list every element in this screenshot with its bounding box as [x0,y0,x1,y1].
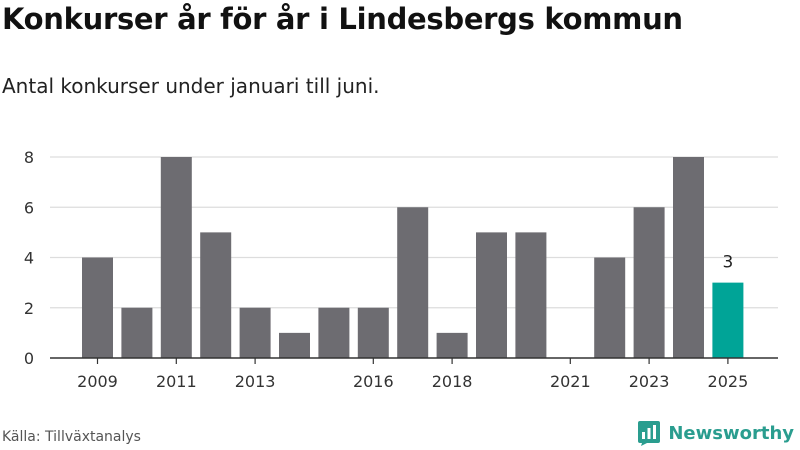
bar [318,307,350,358]
bar [357,307,389,358]
x-tick-label: 2021 [550,372,591,391]
brand-name: Newsworthy [668,422,794,444]
bar [594,257,626,358]
bar [239,307,271,358]
x-tick-label: 2018 [432,372,473,391]
bars: 3 [82,157,744,358]
chart-title: Konkurser år för år i Lindesbergs kommun [2,2,683,36]
y-tick-label: 0 [24,349,34,368]
bar [200,232,232,358]
bar [633,207,665,358]
brand-logo[interactable]: Newsworthy [637,419,794,447]
bar [515,232,547,358]
source-note: Källa: Tillväxtanalys [2,429,141,445]
y-tick-label: 6 [24,198,34,217]
y-tick-label: 2 [24,299,34,318]
bar [436,332,468,358]
x-tick-label: 2016 [353,372,394,391]
x-tick-label: 2013 [235,372,276,391]
bar [82,257,113,358]
x-tick-label: 2011 [156,372,197,391]
bar [279,332,310,358]
x-tick-label: 2023 [629,372,670,391]
bar [397,207,429,358]
bar [160,157,192,358]
bar [673,157,704,358]
newsworthy-logo-icon [638,421,661,446]
bar-chart: 3 0 2 4 6 8 2009 2011 2013 2016 2018 2021 2023 2025 [24,148,778,391]
bar [476,232,507,358]
bar-highlight [712,282,744,358]
axes: 0 2 4 6 8 2009 2011 2013 2016 2018 2021 2023 2025 [24,148,778,391]
x-tick-label: 2025 [708,372,749,391]
y-tick-label: 8 [24,148,34,167]
data-label: 3 [722,253,733,273]
x-tick-label: 2009 [77,372,118,391]
chart-subtitle: Antal konkurser under januari till juni. [2,74,380,98]
y-tick-label: 4 [24,249,34,268]
bar [121,307,153,358]
